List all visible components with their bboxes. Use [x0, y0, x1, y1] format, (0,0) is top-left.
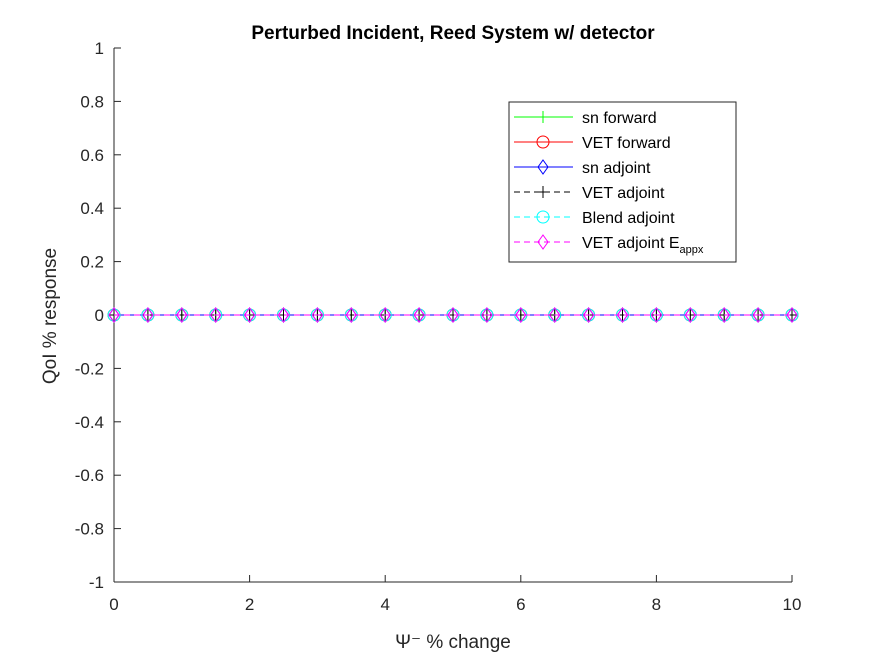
data-point [277, 307, 290, 323]
legend-label: sn forward [582, 110, 657, 127]
series-layer [107, 307, 799, 323]
legend-label: Blend adjoint [582, 210, 675, 227]
legend-box [508, 101, 737, 263]
legend-swatch-marker [537, 234, 549, 250]
series-5 [108, 307, 798, 323]
y-tick-label: 0 [95, 306, 104, 325]
legend-swatch-marker [537, 111, 549, 123]
data-point [786, 307, 798, 323]
y-axis-title: QoI % response [40, 248, 61, 384]
data-point [345, 307, 357, 323]
data-point [243, 307, 256, 323]
chart-title: Perturbed Incident, Reed System w/ detec… [251, 23, 655, 44]
y-tick-label: 0.2 [80, 253, 104, 272]
legend-label: sn adjoint [582, 160, 651, 177]
x-tick-label: 10 [783, 595, 802, 614]
data-point [379, 307, 391, 323]
legend-swatch-marker [536, 210, 550, 224]
legend: sn forward VET forward sn adjoint VET adjoi… [508, 101, 737, 263]
legend-swatch-marker [537, 186, 549, 198]
legend-label-text: VET adjoint E [582, 235, 680, 252]
data-point [310, 308, 324, 322]
data-point [549, 307, 561, 323]
data-point [141, 308, 155, 322]
y-tick-label: 0.6 [80, 146, 104, 165]
y-tick-label: 1 [95, 39, 104, 58]
data-point [718, 307, 730, 323]
data-point [515, 307, 527, 323]
data-point [176, 307, 188, 323]
legend-label-text: VET adjoint [582, 185, 665, 202]
data-point [311, 307, 324, 323]
legend-label-text: VET forward [582, 135, 671, 152]
y-tick-label: -1 [89, 573, 104, 592]
legend-label-text: sn forward [582, 110, 657, 127]
data-point [413, 307, 425, 323]
data-point [142, 307, 154, 323]
legend-label-text: Blend adjoint [582, 210, 675, 227]
data-point [650, 307, 663, 323]
x-tick-label: 8 [652, 595, 661, 614]
data-point [684, 307, 696, 323]
axes: 0 2 4 6 8 10 -1 -0.8 -0.6 -0.4 -0.2 0 0.2 0.4 0.6 0.8 1 [75, 39, 802, 614]
data-point [481, 307, 493, 323]
y-tick-label: 0.8 [80, 92, 104, 111]
data-point [616, 307, 629, 323]
legend-label-text: sn adjoint [582, 160, 651, 177]
legend-swatch-marker [537, 159, 549, 175]
y-tick-label: -0.2 [75, 359, 104, 378]
data-point [582, 307, 595, 323]
data-point [447, 307, 459, 323]
x-axis-title: Ψ⁻ % change [395, 632, 511, 653]
legend-label: VET forward [582, 135, 671, 152]
legend-swatch-marker [536, 135, 550, 149]
data-point [210, 307, 222, 323]
x-tick-label: 0 [109, 595, 118, 614]
legend-label: VET adjoint [582, 185, 665, 202]
y-tick-label: 0.4 [80, 199, 104, 218]
data-point [649, 308, 663, 322]
x-tick-label: 4 [380, 595, 389, 614]
data-point [108, 307, 120, 323]
data-point [480, 308, 494, 322]
legend-label-subscript: appx [680, 244, 704, 256]
data-point [752, 307, 764, 323]
y-tick-label: -0.8 [75, 520, 104, 539]
legend-label: VET adjoint Eappx [582, 235, 704, 256]
y-tick-label: -0.4 [75, 413, 104, 432]
x-tick-label: 6 [516, 595, 525, 614]
x-tick-label: 2 [245, 595, 254, 614]
y-tick-label: -0.6 [75, 466, 104, 485]
